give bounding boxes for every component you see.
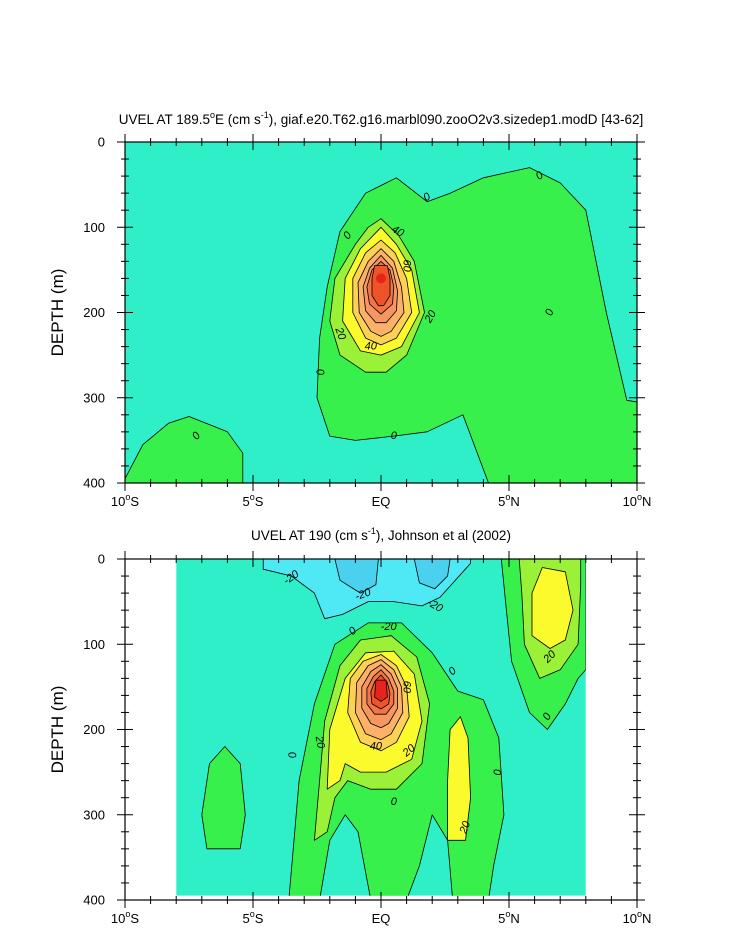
- x-tick-label: 5oS: [243, 909, 264, 926]
- chart-title: UVEL AT 190 (cm s-1), Johnson et al (200…: [251, 526, 511, 543]
- contour-label: 60: [401, 259, 413, 272]
- x-tick-label: 5oN: [498, 909, 520, 926]
- contour-label: 40: [365, 341, 378, 353]
- y-axis-label: DEPTH (m): [48, 269, 67, 357]
- contour-region: [201, 746, 246, 850]
- contour-label: 0: [313, 368, 326, 377]
- x-tick-label: 10oS: [111, 909, 139, 926]
- x-tick-label: 5oN: [498, 492, 520, 509]
- contour-label: 0: [285, 751, 298, 760]
- chart-title: UVEL AT 189.5oE (cm s-1), giaf.e20.T62.g…: [119, 110, 644, 127]
- contour-label: 0: [543, 307, 557, 318]
- contour-label: 0: [391, 796, 398, 808]
- y-tick-label: 300: [83, 807, 105, 822]
- contour-label: -20: [381, 621, 398, 633]
- x-tick-label: EQ: [372, 494, 391, 509]
- y-tick-label: 400: [83, 476, 105, 491]
- contour-label: 20: [457, 819, 473, 836]
- contour-region: [447, 716, 472, 841]
- contour-label: 0: [391, 430, 398, 442]
- contour-region: [371, 265, 391, 307]
- y-tick-label: 100: [83, 220, 105, 235]
- y-tick-label: 400: [83, 893, 105, 908]
- x-tick-label: 10oN: [623, 492, 652, 509]
- y-tick-label: 100: [83, 637, 105, 652]
- y-axis-label: DEPTH (m): [48, 686, 67, 774]
- contour-region: [531, 567, 574, 649]
- x-tick-label: 10oS: [111, 492, 139, 509]
- contour-label: 20: [332, 325, 348, 342]
- jet-core: [376, 681, 386, 692]
- jet-core: [376, 273, 386, 284]
- contour-region: [125, 416, 244, 483]
- contour-region: [413, 559, 451, 590]
- y-tick-label: 200: [83, 722, 105, 737]
- x-tick-label: 5oS: [243, 492, 264, 509]
- x-tick-label: EQ: [372, 911, 391, 926]
- contour-label: -20: [354, 586, 374, 603]
- contour-label: 60: [401, 681, 413, 694]
- contour-label: 0: [490, 769, 502, 776]
- y-tick-label: 200: [83, 305, 105, 320]
- contour-region: [334, 559, 379, 594]
- contour-label: 20: [313, 734, 327, 750]
- y-tick-label: 0: [98, 552, 105, 567]
- contour-label: 40: [370, 740, 383, 752]
- y-tick-label: 0: [98, 135, 105, 150]
- y-tick-label: 300: [83, 390, 105, 405]
- x-tick-label: 10oN: [623, 909, 652, 926]
